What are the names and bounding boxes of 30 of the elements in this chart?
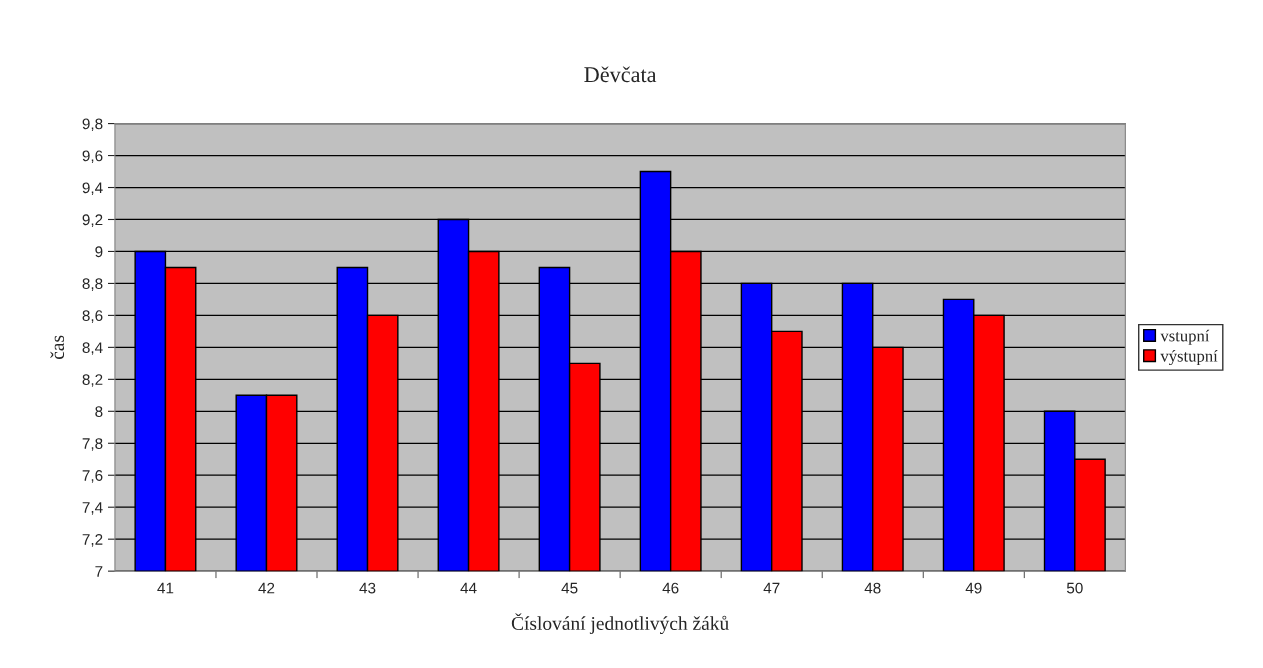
y-tick-label: 9,8 (82, 118, 103, 132)
x-tick-label: 43 (359, 582, 376, 594)
x-tick-label: 46 (662, 582, 679, 594)
x-tick-label: 44 (460, 582, 477, 594)
x-tick-label: 48 (864, 582, 881, 594)
y-tick-label: 8,8 (82, 278, 103, 291)
y-tick-label: 8,6 (82, 310, 103, 323)
x-tick-label: 41 (157, 582, 174, 594)
x-tick-label: 49 (965, 582, 982, 594)
y-tick-label: 7,2 (82, 534, 103, 547)
y-tick-label: 8 (95, 406, 103, 417)
x-tick-label: 45 (561, 582, 578, 594)
y-tick-label: 8,4 (82, 342, 103, 355)
y-axis-title: čas (50, 335, 65, 360)
x-tick-label: 47 (763, 582, 780, 594)
y-tick-label: 7,4 (82, 502, 103, 515)
y-tick-label: 7,8 (82, 438, 103, 451)
legend-label: vstupní (1160, 329, 1210, 345)
y-tick-label: 9,2 (82, 214, 103, 227)
y-tick-label: 7,6 (82, 470, 103, 483)
x-tick-label: 50 (1066, 582, 1083, 594)
x-axis-title: Číslování jednotlivých žáků (511, 613, 729, 634)
y-tick-label: 9,6 (82, 150, 103, 164)
legend-label: výstupní (1160, 349, 1218, 366)
y-tick-label: 9,4 (82, 182, 103, 196)
x-tick-label: 42 (258, 582, 275, 594)
y-tick-label: 9 (95, 246, 103, 258)
chart-title: Děvčata (584, 66, 657, 83)
y-tick-label: 7 (95, 566, 103, 577)
y-tick-label: 8,2 (82, 374, 103, 387)
